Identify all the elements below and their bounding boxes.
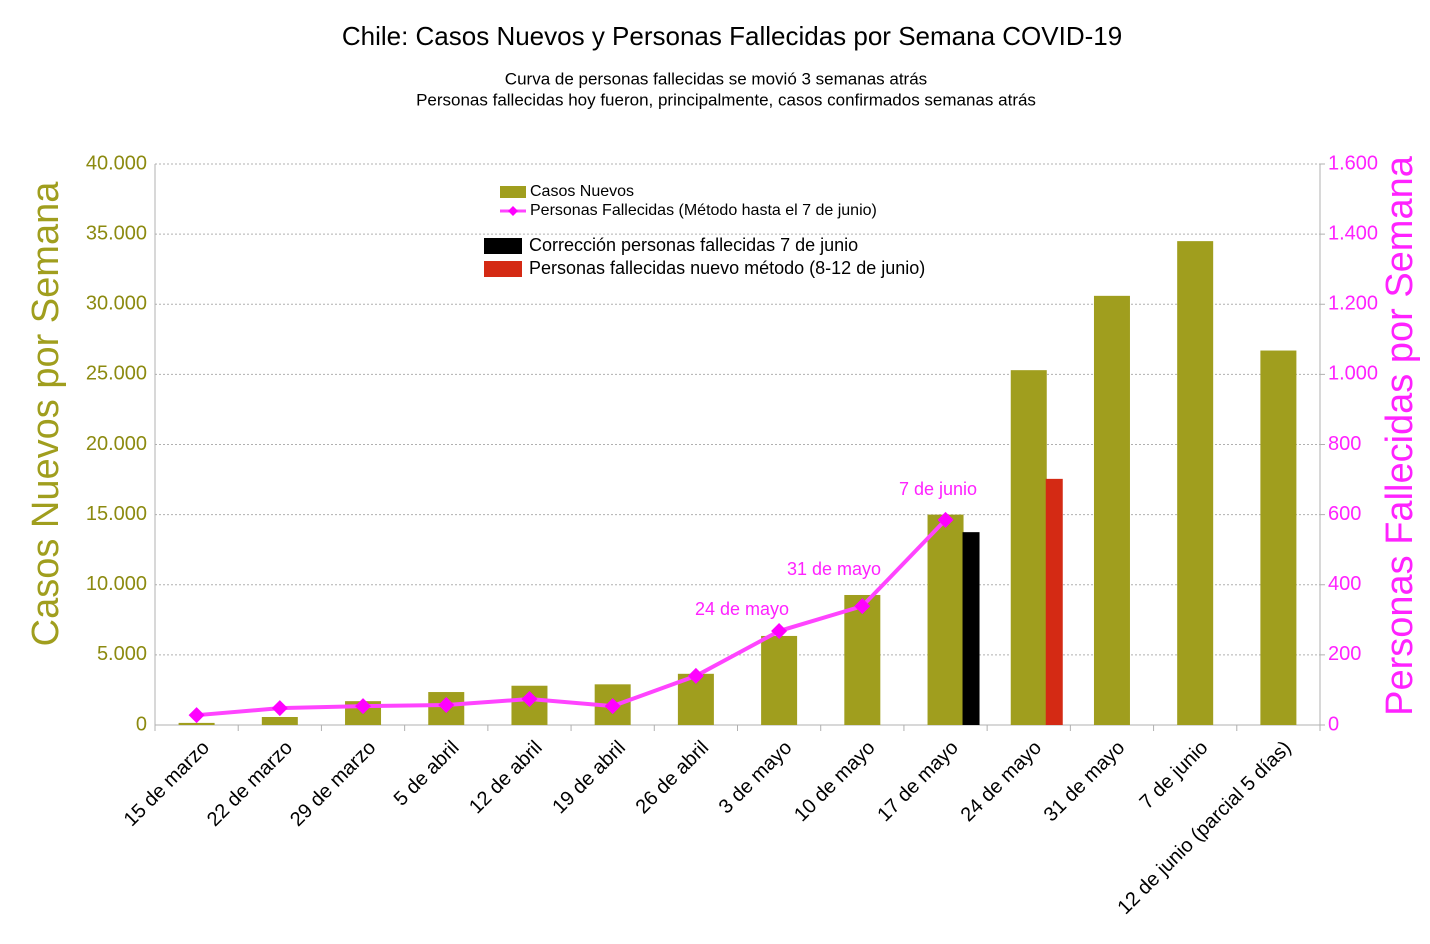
legend-swatch (484, 261, 522, 277)
y2-tick-label: 800 (1328, 433, 1361, 455)
y2-tick-label: 400 (1328, 573, 1361, 595)
bar (761, 635, 798, 725)
y2-tick-label: 200 (1328, 643, 1361, 665)
marker (687, 667, 704, 684)
y-tick-label: 10.000 (86, 573, 147, 595)
y-tick-label: 35.000 (86, 222, 147, 244)
x-tick-label: 12 de abril (465, 737, 547, 819)
bar (1010, 370, 1047, 725)
legend-label: Casos Nuevos (530, 183, 634, 200)
y-tick-label: 40.000 (86, 152, 147, 174)
bar (962, 532, 980, 725)
bar (1093, 295, 1130, 725)
x-tick-label: 3 de mayo (715, 737, 797, 819)
marker (937, 511, 954, 528)
annotation: 24 de mayo (695, 599, 789, 619)
y-tick-label: 5.000 (97, 643, 147, 665)
bar (844, 594, 881, 725)
x-tick-label: 26 de abril (632, 737, 714, 819)
y2-tick-label: 1.000 (1328, 363, 1378, 385)
legend-label: Corrección personas fallecidas 7 de juni… (529, 235, 858, 255)
legend-swatch (500, 186, 526, 198)
y2-tick-label: 1.400 (1328, 222, 1378, 244)
bar (261, 717, 298, 725)
legend-label: Personas fallecidas nuevo método (8-12 d… (529, 258, 925, 278)
marker (604, 698, 621, 715)
marker (854, 598, 871, 615)
chart-title: Chile: Casos Nuevos y Personas Fallecida… (342, 21, 1122, 51)
marker (271, 700, 288, 717)
bar (927, 514, 964, 725)
x-tick-label: 7 de junio (1136, 737, 1213, 814)
marker (355, 698, 372, 715)
x-tick-label: 31 de mayo (1040, 737, 1129, 826)
y-tick-label: 15.000 (86, 503, 147, 525)
y2-tick-label: 1.200 (1328, 293, 1378, 315)
legend-swatch (484, 238, 522, 254)
bar (1260, 350, 1297, 725)
x-tick-label: 19 de abril (548, 737, 630, 819)
y-tick-label: 25.000 (86, 363, 147, 385)
marker (188, 707, 205, 724)
annotation: 31 de mayo (787, 559, 881, 579)
x-tick-label: 29 de marzo (286, 737, 380, 831)
y2-tick-label: 1.600 (1328, 152, 1378, 174)
y2-axis-title: Personas Fallecidas por Semana (1379, 155, 1421, 716)
x-tick-label: 5 de abril (390, 737, 464, 811)
y-tick-label: 20.000 (86, 433, 147, 455)
bar (1177, 241, 1214, 725)
x-tick-label: 22 de marzo (203, 737, 297, 831)
x-tick-label: 12 de junio (parcial 5 días) (1113, 737, 1295, 919)
line (196, 518, 947, 718)
marker (771, 623, 788, 640)
chart-subtitle: Curva de personas fallecidas se movió 3 … (505, 69, 927, 88)
y-axis-title: Casos Nuevos por Semana (25, 181, 67, 647)
marker (521, 691, 538, 708)
x-tick-label: 15 de marzo (120, 737, 214, 831)
y2-tick-label: 0 (1328, 713, 1339, 735)
legend-label: Personas Fallecidas (Método hasta el 7 d… (530, 202, 877, 219)
marker (438, 697, 455, 714)
y-tick-label: 30.000 (86, 293, 147, 315)
bar (1045, 478, 1063, 725)
x-tick-label: 17 de mayo (873, 737, 962, 826)
legend-swatch (508, 206, 518, 216)
chart-subtitle: Personas fallecidas hoy fueron, principa… (416, 90, 1036, 109)
y-tick-label: 0 (136, 713, 147, 735)
bar (178, 722, 215, 725)
y2-tick-label: 600 (1328, 503, 1361, 525)
x-tick-label: 10 de mayo (790, 737, 879, 826)
x-tick-label: 24 de mayo (957, 737, 1046, 826)
annotation: 7 de junio (899, 479, 977, 499)
